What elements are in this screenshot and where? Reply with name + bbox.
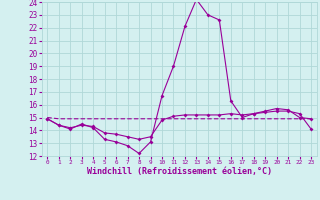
X-axis label: Windchill (Refroidissement éolien,°C): Windchill (Refroidissement éolien,°C) bbox=[87, 167, 272, 176]
